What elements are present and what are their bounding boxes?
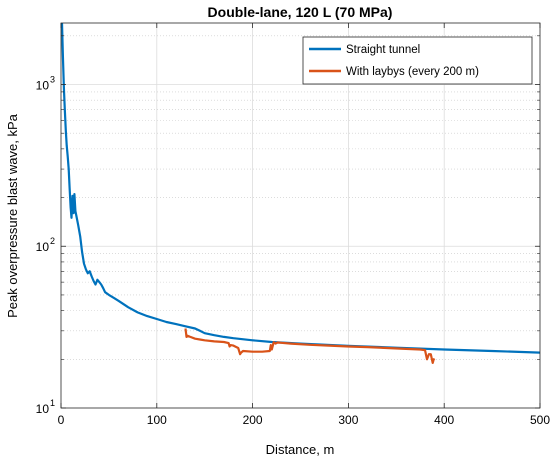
y-tick-label: 10 [36,240,50,254]
x-axis-label: Distance, m [266,442,335,457]
ticks [60,23,541,409]
x-tick-label: 100 [147,413,167,427]
y-axis-label: Peak overpressure blast wave, kPa [5,113,20,318]
legend-label-with-laybys: With laybys (every 200 m) [346,66,479,78]
plot-frame [60,22,541,409]
x-tick-label: 300 [338,413,358,427]
series-layer [60,22,541,364]
series-line-with-laybys [184,328,436,364]
legend-box [302,36,533,85]
x-tick-label: 200 [243,413,263,427]
y-tick-label: 10 [36,402,50,416]
y-tick-label: 10 [36,78,50,92]
y-tick-exponent: 1 [50,398,55,408]
grid [61,23,540,408]
x-tick-label: 400 [434,413,454,427]
x-tick-label: 500 [530,413,550,427]
x-tick-label: 0 [58,413,65,427]
legend: Straight tunnel With laybys (every 200 m… [302,36,533,85]
legend-label-straight-tunnel: Straight tunnel [346,44,420,56]
chart-title: Double-lane, 120 L (70 MPa) [208,4,393,20]
y-tick-exponent: 2 [50,236,55,246]
series-line-straight-tunnel [60,22,541,354]
y-tick-exponent: 3 [50,74,55,84]
